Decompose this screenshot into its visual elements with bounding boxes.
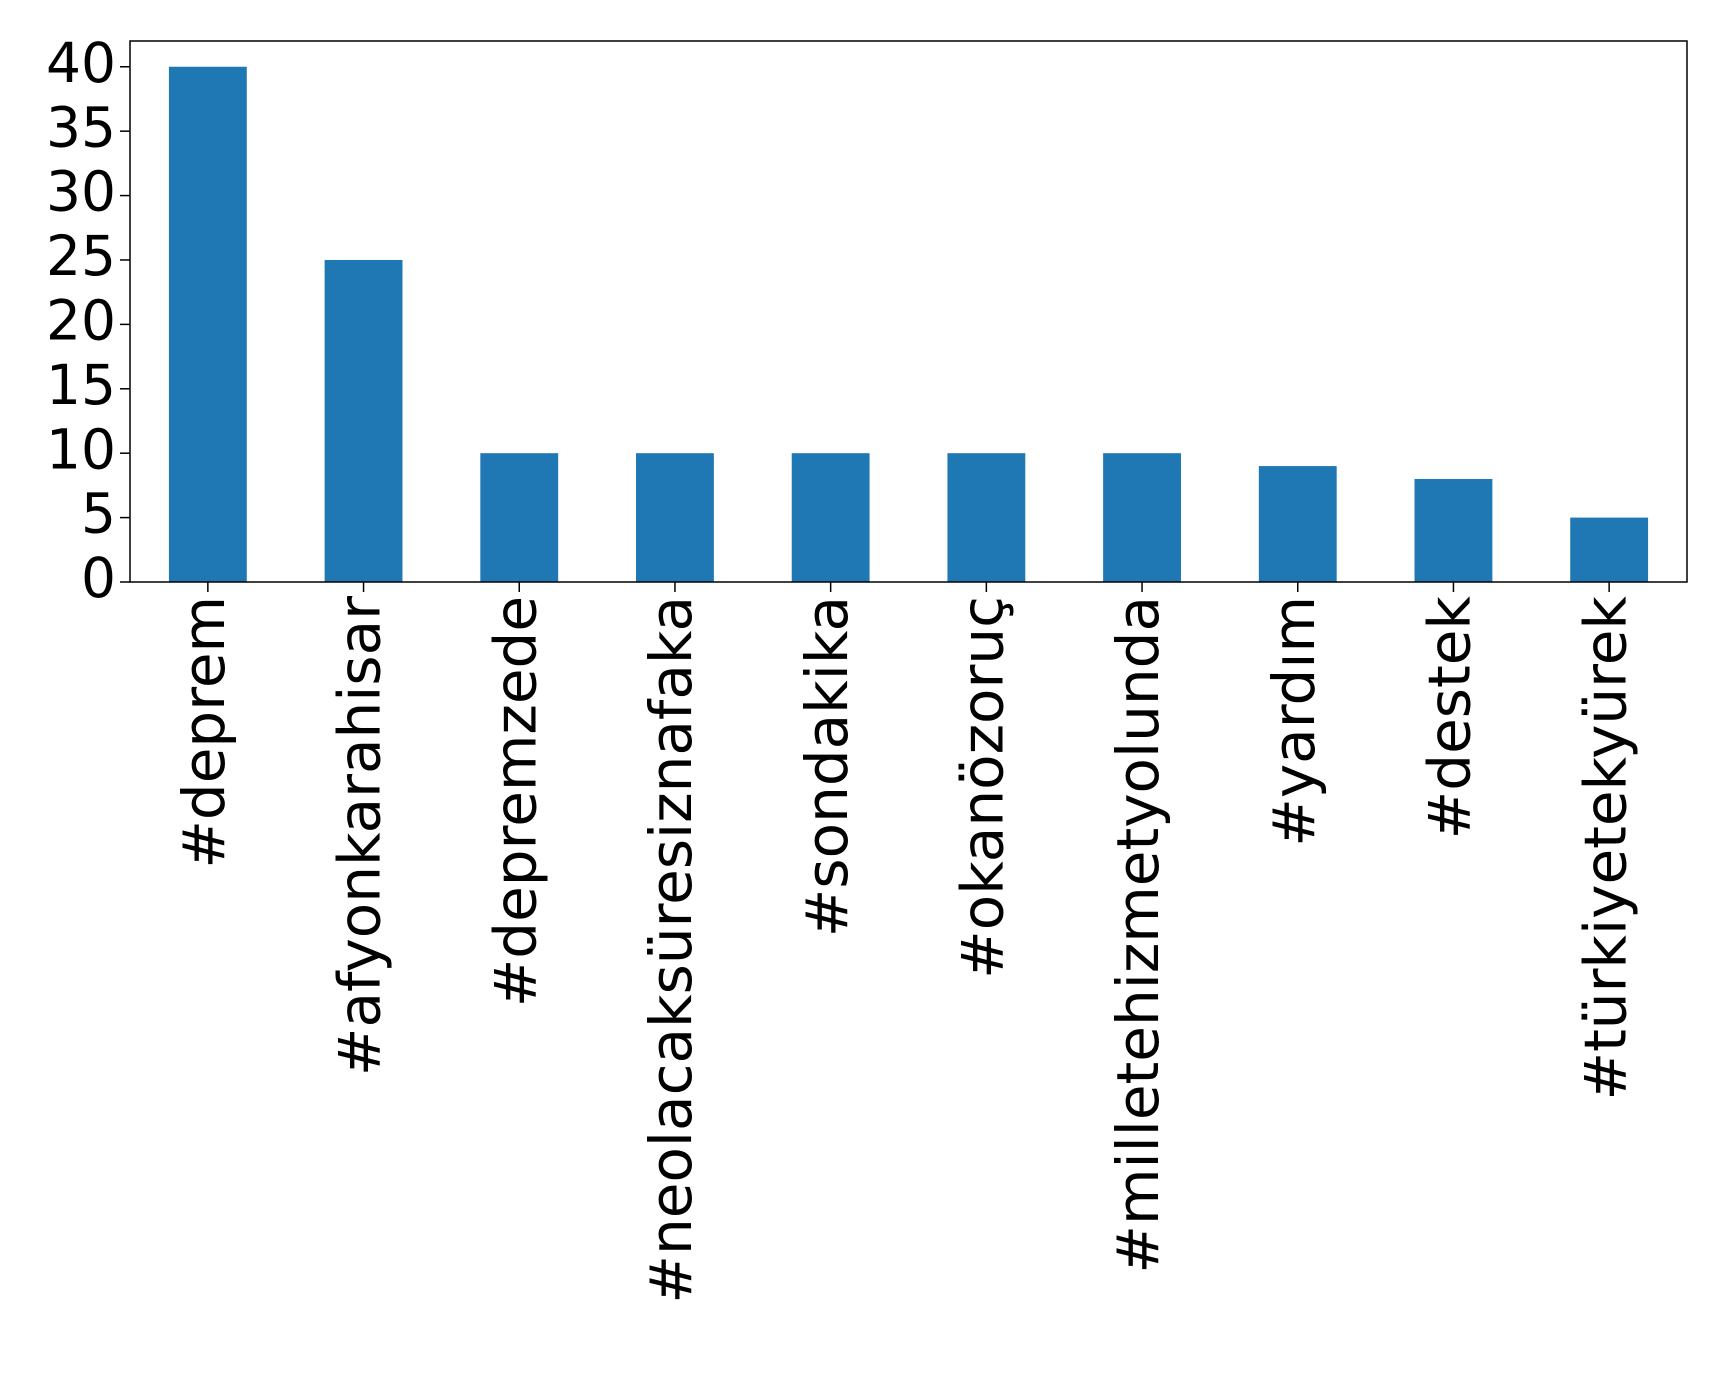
x-tick-label: #deprem	[170, 596, 238, 869]
y-tick-label: 0	[81, 546, 116, 610]
y-tick-label: 20	[46, 289, 116, 353]
bar	[1414, 478, 1493, 582]
y-tick-label: 15	[46, 353, 116, 417]
x-tick-label: #yardım	[1260, 596, 1328, 847]
bar	[1258, 466, 1337, 582]
y-tick-label: 30	[46, 160, 116, 224]
bar	[324, 259, 403, 582]
x-tick-label: #türkiyetekyürek	[1571, 596, 1639, 1101]
bar	[791, 453, 870, 582]
x-tick-label: #okanözoruç	[948, 596, 1016, 979]
x-tick-label: #destek	[1416, 596, 1484, 840]
y-tick-label: 25	[46, 224, 116, 288]
x-tick-label: #neolacaksüresiznafaka	[637, 596, 705, 1304]
y-tick-label: 5	[81, 482, 116, 546]
plot-frame	[129, 40, 1688, 583]
bar	[168, 66, 247, 582]
bar	[636, 453, 714, 582]
x-tick-label: #sondakika	[793, 596, 861, 937]
y-tick-label: 40	[46, 31, 116, 95]
x-tick-label: #milletehizmetyolunda	[1104, 596, 1172, 1274]
bar	[480, 453, 559, 582]
x-tick-label: #depremzede	[481, 596, 549, 1007]
x-tick-label: #afyonkarahisar	[326, 596, 394, 1076]
bar	[947, 453, 1026, 582]
y-tick-label: 35	[46, 95, 116, 159]
bar	[1103, 453, 1181, 582]
bar	[1570, 517, 1649, 582]
y-tick-label: 10	[46, 417, 116, 481]
